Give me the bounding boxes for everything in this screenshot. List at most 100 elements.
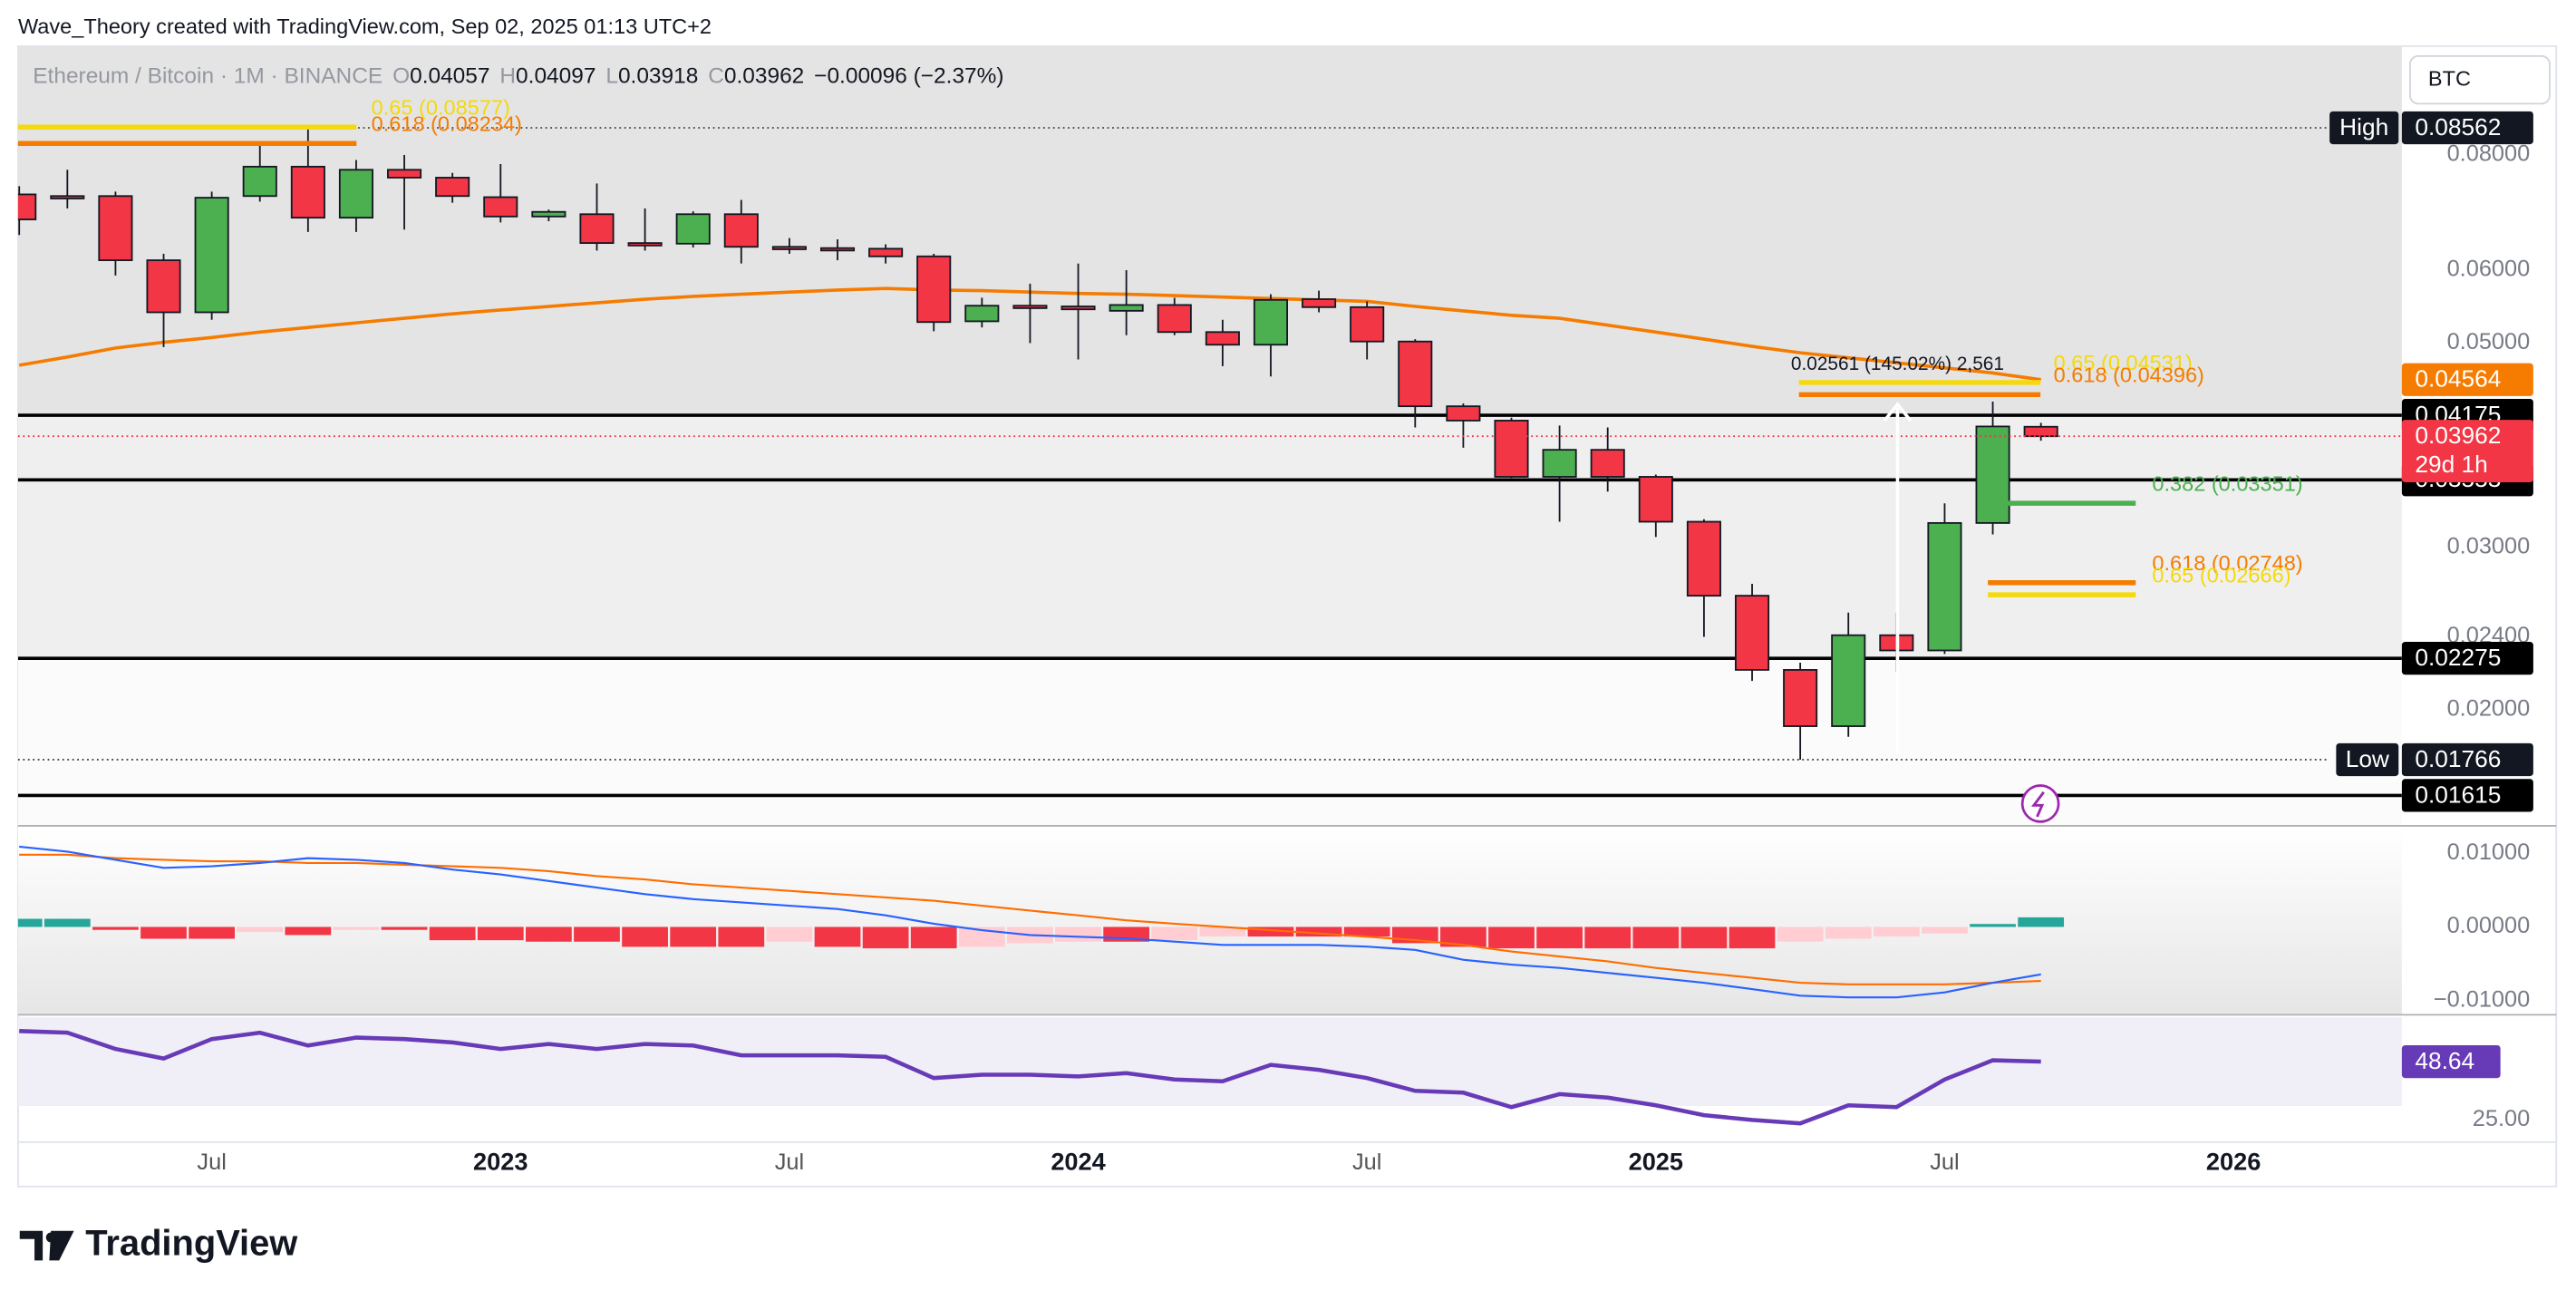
- countdown: 29d 1h: [2415, 451, 2487, 478]
- pane-background: [17, 45, 2402, 414]
- candle-body: [1157, 304, 1192, 334]
- macd-histogram-bar: [1825, 926, 1872, 939]
- macd-histogram-bar: [1151, 926, 1198, 941]
- candle-body: [2023, 425, 2058, 438]
- candle-body: [1735, 595, 1770, 671]
- candle-body: [290, 165, 325, 219]
- macd-histogram-bar: [1584, 926, 1632, 949]
- high-value-tag-box: [2401, 111, 2533, 145]
- candle-body: [916, 255, 952, 324]
- credit: Wave_Theory created with TradingView.com…: [18, 15, 712, 38]
- candle-body: [964, 305, 1000, 323]
- legend-letter: O: [392, 64, 410, 89]
- candle-body: [146, 259, 181, 314]
- currency-box[interactable]: [2409, 54, 2551, 105]
- macd-histogram-bar: [429, 926, 476, 941]
- rsi-line: [19, 1029, 2041, 1126]
- alert-bolt[interactable]: [2030, 791, 2045, 818]
- signal-line: [19, 853, 2041, 985]
- legend-open: 0.04057: [410, 64, 489, 89]
- legend-letter: C: [708, 64, 724, 89]
- fib-label: 0.618 (0.04396): [2054, 364, 2204, 387]
- candle-body: [868, 247, 904, 257]
- plot-area: [17, 124, 2402, 1126]
- legend-line: Ethereum / Bitcoin · 1M · BINANCE O0.0405…: [33, 64, 1003, 89]
- candle-body: [1542, 449, 1577, 478]
- macd-histogram-bar: [1055, 926, 1101, 942]
- macd-histogram-bar: [381, 926, 428, 930]
- candle-body: [483, 196, 518, 218]
- level-tag-box: [2401, 642, 2533, 675]
- macd-histogram-bar: [1440, 926, 1487, 947]
- low-tag: Low: [2346, 745, 2390, 772]
- macd-histogram-bar: [2018, 917, 2065, 927]
- currency-label[interactable]: BTC: [2428, 66, 2471, 90]
- logo: TradingView: [19, 1224, 298, 1264]
- alert-icon[interactable]: [2020, 784, 2060, 823]
- candle-body: [387, 169, 422, 179]
- macd-histogram-bar: [1536, 926, 1583, 949]
- high-tag: High: [2339, 113, 2388, 141]
- macd-histogram-bar: [1632, 926, 1680, 949]
- macd-histogram-bar: [574, 926, 620, 942]
- fib-label: 0.65 (0.04531): [2054, 351, 2193, 374]
- legend-letter: L: [605, 64, 618, 89]
- candle-body: [1831, 634, 1866, 727]
- fib-label: 0.65 (0.08577): [372, 95, 510, 119]
- level-tag-box: [2401, 779, 2533, 812]
- high-tag-box: [2329, 111, 2399, 145]
- macd-histogram-bar: [526, 926, 572, 942]
- macd-histogram-bar: [1777, 926, 1824, 942]
- macd-histogram-bar: [1247, 926, 1294, 937]
- candle-body: [1398, 340, 1433, 408]
- candle-body: [1060, 306, 1096, 311]
- level-tag: 0.01615: [2415, 781, 2501, 808]
- fib-label: 0.618 (0.02748): [2152, 551, 2302, 575]
- candle-body: [17, 193, 37, 220]
- candle-body: [1350, 306, 1385, 343]
- legend-change: −0.00096 (−2.37%): [814, 64, 1003, 89]
- ma-tag: 0.04564: [2415, 365, 2501, 393]
- candle-body: [1012, 305, 1048, 309]
- low-value-tag: 0.01766: [2415, 745, 2501, 772]
- currency-button[interactable]: BTC: [2409, 54, 2551, 105]
- rsi-tag-box: [2401, 1044, 2501, 1079]
- macd-histogram-bar: [285, 926, 332, 936]
- measure-arrowhead: [1883, 402, 1913, 422]
- candle-body: [194, 197, 229, 314]
- macd-line: [19, 845, 2041, 999]
- candle-body: [1494, 420, 1529, 478]
- macd-histogram-bar: [1970, 924, 2016, 927]
- x-tick-label: Jul: [1930, 1150, 1959, 1175]
- legend-low: 0.03918: [618, 64, 698, 89]
- legend-high: 0.04097: [516, 64, 596, 89]
- legend-close: 0.03962: [724, 64, 804, 89]
- y-tick-label: 0.05000: [2447, 329, 2531, 354]
- macd-histogram-bar: [670, 926, 717, 947]
- candle-body: [242, 165, 277, 198]
- y-tick-label: 0.06000: [2447, 257, 2531, 282]
- macd-histogram-bar: [189, 926, 236, 939]
- rsi-tag: 48.64: [2415, 1047, 2474, 1074]
- macd-histogram-bar: [862, 926, 909, 949]
- y-tick-label: 0.02000: [2447, 696, 2531, 722]
- macd-histogram-bar: [622, 926, 668, 947]
- macd-histogram-bar: [237, 926, 284, 933]
- candle-body: [1975, 425, 2010, 524]
- macd-histogram-bar: [1488, 926, 1535, 949]
- candle-body: [531, 210, 567, 218]
- last-price-tag: 0.03962: [2415, 422, 2501, 449]
- candle-body: [1302, 298, 1337, 308]
- x-tick-label: 2025: [1629, 1148, 1683, 1176]
- x-tick-label: Jul: [197, 1150, 226, 1175]
- candle-body: [1638, 476, 1673, 523]
- x-tick-label: 2026: [2206, 1148, 2261, 1176]
- high-value-tag: 0.08562: [2415, 113, 2501, 141]
- y-tick-label: 0.00000: [2447, 913, 2531, 938]
- candle-body: [1590, 449, 1625, 478]
- y-tick-label: 0.01000: [2447, 839, 2531, 865]
- logo-mark: [19, 1230, 74, 1261]
- macd-histogram-bar: [766, 926, 813, 942]
- macd-histogram-bar: [1295, 926, 1342, 937]
- macd-histogram-bar: [1873, 926, 1920, 937]
